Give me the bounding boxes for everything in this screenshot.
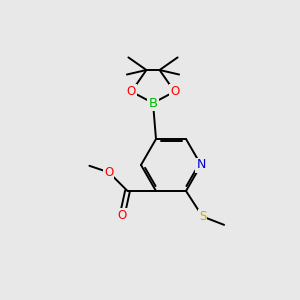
Text: O: O (170, 85, 179, 98)
Text: N: N (196, 158, 206, 172)
Text: O: O (127, 85, 136, 98)
Text: B: B (148, 97, 158, 110)
Text: S: S (199, 210, 206, 223)
Text: O: O (118, 209, 127, 222)
Text: O: O (104, 166, 113, 179)
